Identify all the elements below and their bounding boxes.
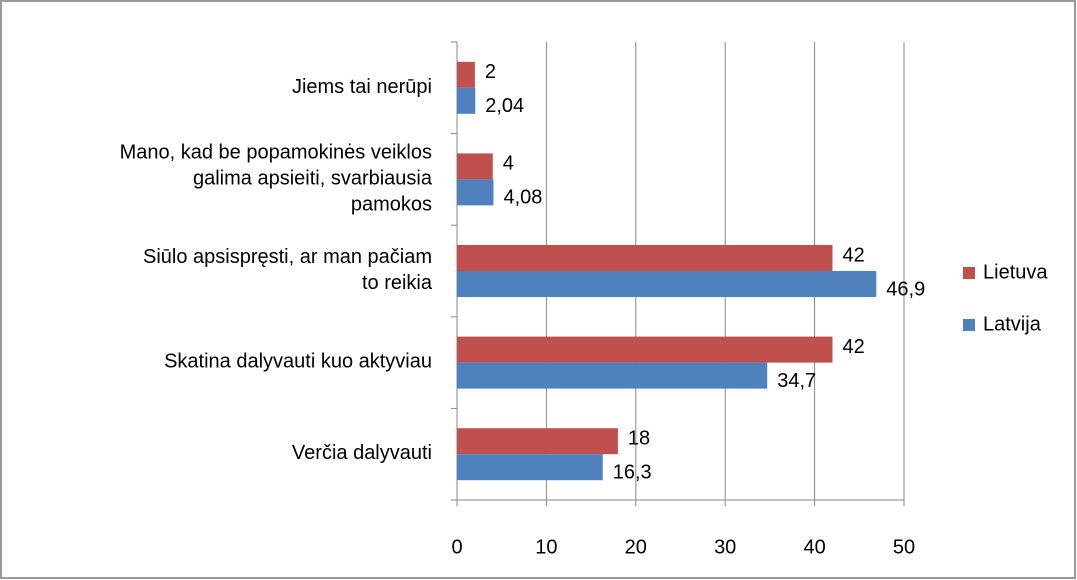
legend-label: Latvija xyxy=(983,313,1042,335)
bar xyxy=(457,245,833,271)
bar xyxy=(457,153,493,180)
x-tick-label: 50 xyxy=(893,536,915,558)
label-line: to reikia xyxy=(362,272,433,294)
x-tick-label: 10 xyxy=(535,536,557,558)
bar xyxy=(457,271,877,297)
data-label: 18 xyxy=(628,427,650,449)
data-label: 42 xyxy=(842,244,864,266)
data-label: 4,08 xyxy=(503,187,542,209)
data-label: 2,04 xyxy=(485,95,524,117)
label-line: Skatina dalyvauti kuo aktyviau xyxy=(164,351,432,373)
bar xyxy=(457,362,768,389)
y-tick-label: Verčia dalyvauti xyxy=(292,442,432,464)
x-tick-label: 20 xyxy=(625,536,647,558)
label-line: Verčia dalyvauti xyxy=(292,442,432,464)
y-tick-label: Mano, kad be popamokinės veiklos galima a… xyxy=(120,142,433,216)
data-label: 2 xyxy=(485,61,496,83)
label-line: galima apsieiti, svarbiausia xyxy=(193,168,433,190)
label-line: pamokos xyxy=(351,194,432,216)
label-line: Jiems tai nerūpi xyxy=(292,76,432,98)
data-label: 42 xyxy=(842,336,864,358)
bar xyxy=(457,87,476,114)
x-tick-label: 30 xyxy=(714,536,736,558)
x-tick-label: 0 xyxy=(451,536,462,558)
legend-swatch xyxy=(963,267,975,279)
data-label: 46,9 xyxy=(886,278,925,300)
bar xyxy=(457,454,603,481)
data-label: 34,7 xyxy=(777,370,816,392)
label-line: Siūlo apsispręsti, ar man pačiam xyxy=(143,246,432,268)
y-tick-label: Siūlo apsispręsti, ar man pačiam to reiki… xyxy=(143,246,433,294)
bar xyxy=(457,61,475,88)
legend-label: Lietuva xyxy=(983,261,1048,283)
bar xyxy=(457,336,833,363)
x-tick-label: 40 xyxy=(803,536,825,558)
bar xyxy=(457,179,494,206)
legend-swatch xyxy=(963,319,975,331)
bar xyxy=(457,428,618,455)
label-line: Mano, kad be popamokinės veiklos xyxy=(120,142,432,164)
data-label: 4 xyxy=(503,153,514,175)
y-tick-label: Skatina dalyvauti kuo aktyviau xyxy=(164,351,432,373)
data-label: 16,3 xyxy=(613,461,652,483)
y-tick-label: Jiems tai nerūpi xyxy=(292,76,432,98)
